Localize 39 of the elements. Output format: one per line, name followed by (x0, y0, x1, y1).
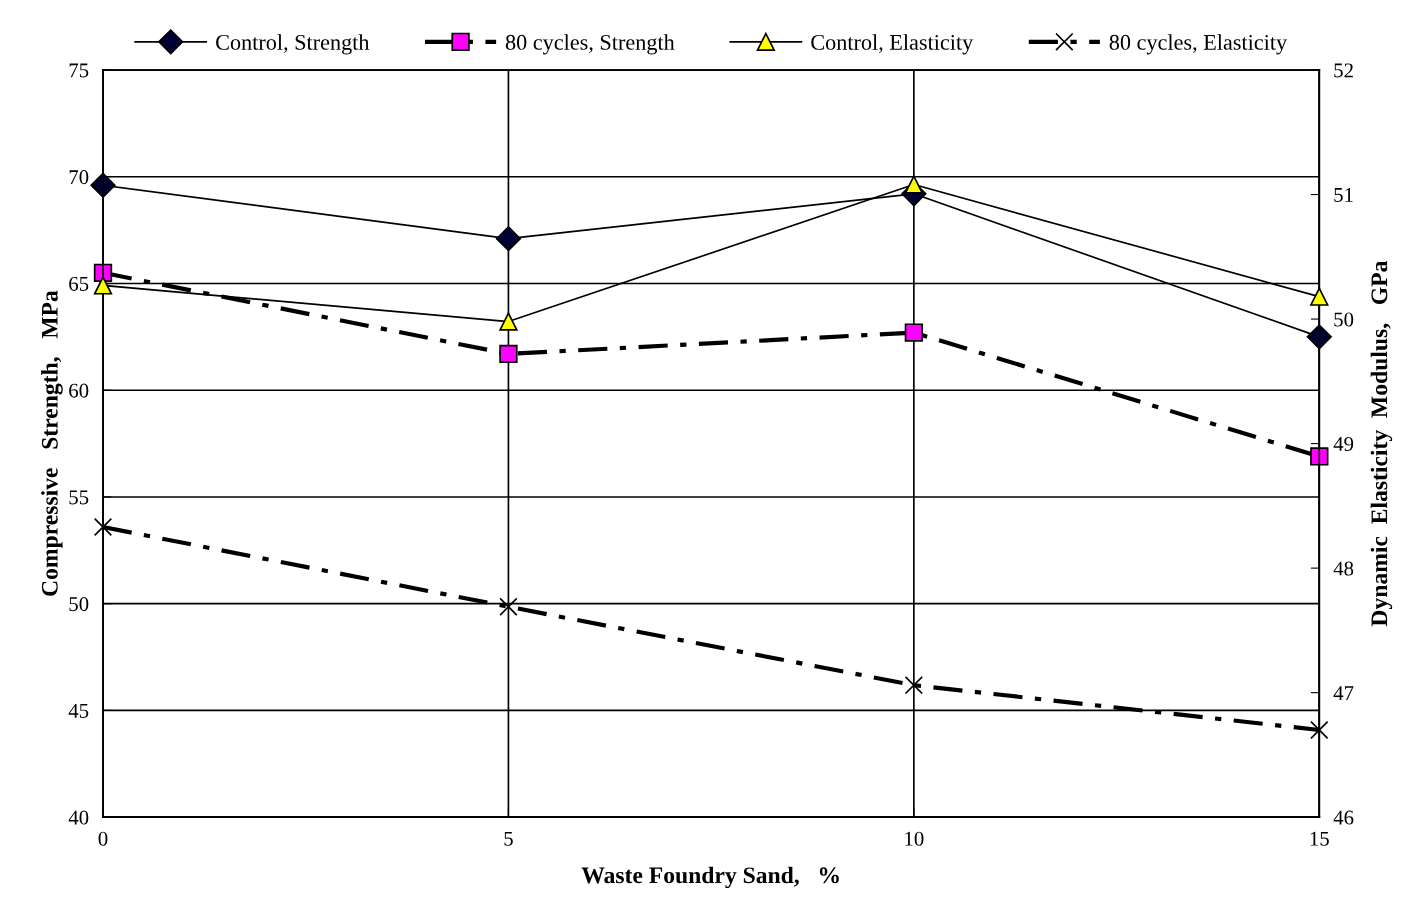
y-tick-label: 50 (69, 597, 89, 612)
y2-axis-title: Dynamic Elasticity Modulus, GPa (1370, 260, 1393, 627)
y-tick-label: 55 (69, 490, 89, 505)
x-tick-label: 5 (504, 831, 513, 846)
legend-label: 80 cycles, Elasticity (1109, 34, 1288, 55)
point (904, 676, 924, 695)
point (1310, 447, 1329, 466)
y2-tick-label: 52 (1334, 63, 1353, 78)
y2-tick-label: 48 (1333, 561, 1354, 576)
y-tick-label: 40 (68, 810, 89, 825)
point (93, 276, 113, 295)
y-tick-label: 75 (69, 63, 89, 78)
point (499, 344, 518, 364)
point (499, 597, 518, 616)
point (904, 175, 924, 194)
legend-label: Control, Strength (216, 34, 370, 55)
legend-label: 80 cycles, Strength (505, 34, 675, 55)
y2-tick-label: 50 (1334, 312, 1354, 327)
point (495, 226, 522, 252)
point (90, 172, 116, 198)
point (1310, 720, 1329, 740)
y-axis-title: Compressive Strength, MPa (41, 290, 63, 596)
y2-tick-label: 49 (1333, 437, 1354, 452)
point (93, 517, 113, 537)
x-tick-label: 0 (98, 831, 108, 846)
y-tick-label: 60 (69, 383, 89, 398)
point (1310, 287, 1329, 306)
legend-label: Control, Elasticity (811, 34, 974, 55)
y-tick-label: 45 (68, 703, 89, 718)
y2-tick-label: 47 (1333, 686, 1354, 700)
y2-tick-label: 46 (1333, 810, 1354, 825)
y-tick-label: 65 (69, 276, 89, 291)
x-axis-title: Waste Foundry Sand, % (581, 866, 839, 889)
y-tick-label: 70 (69, 170, 89, 185)
x-tick-label: 15 (1310, 831, 1329, 846)
point (904, 323, 924, 342)
y2-tick-label: 51 (1334, 188, 1353, 202)
x-tick-label: 10 (905, 831, 924, 846)
point (499, 312, 518, 331)
